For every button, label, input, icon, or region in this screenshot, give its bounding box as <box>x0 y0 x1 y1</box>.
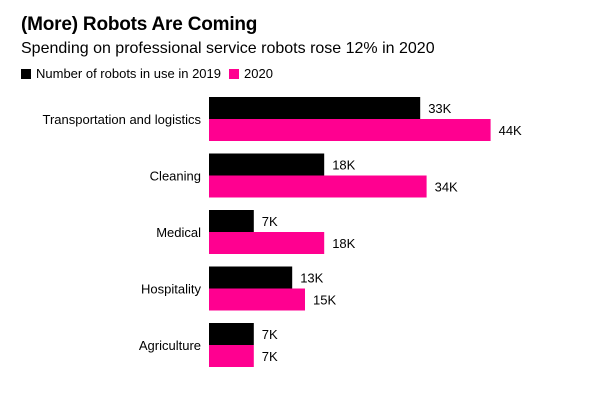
bar-agriculture-series-1 <box>209 345 254 367</box>
legend-item-2020: 2020 <box>229 66 273 81</box>
value-label-medical-series-0: 7K <box>262 214 278 229</box>
value-label-hospitality-series-0: 13K <box>300 271 323 286</box>
chart-subtitle: Spending on professional service robots … <box>21 40 435 57</box>
value-label-transportation-and-logistics-series-1: 44K <box>499 123 522 138</box>
bar-cleaning-series-0 <box>209 153 325 176</box>
bar-medical-series-0 <box>209 210 254 232</box>
bar-hospitality-series-1 <box>209 288 305 311</box>
value-label-agriculture-series-1: 7K <box>262 349 278 364</box>
value-label-cleaning-series-0: 18K <box>332 158 355 173</box>
legend-label-2020: 2020 <box>244 66 273 81</box>
legend-swatch-2019 <box>21 68 31 79</box>
value-label-cleaning-series-1: 34K <box>435 180 458 195</box>
value-label-medical-series-1: 18K <box>332 236 355 251</box>
category-label-hospitality: Hospitality <box>141 282 201 297</box>
value-label-transportation-and-logistics-series-0: 33K <box>428 101 451 116</box>
legend: Number of robots in use in 2019 2020 <box>21 66 281 81</box>
category-label-transportation-and-logistics: Transportation and logistics <box>43 112 202 127</box>
bar-transportation-and-logistics-series-1 <box>209 119 491 141</box>
value-label-hospitality-series-1: 15K <box>313 293 336 308</box>
bar-transportation-and-logistics-series-0 <box>209 97 421 119</box>
legend-label-2019: Number of robots in use in 2019 <box>36 66 221 81</box>
value-label-agriculture-series-0: 7K <box>262 327 278 342</box>
category-label-cleaning: Cleaning <box>150 169 201 184</box>
bar-agriculture-series-0 <box>209 323 254 345</box>
category-label-agriculture: Agriculture <box>139 338 201 353</box>
bar-hospitality-series-0 <box>209 266 293 289</box>
category-label-medical: Medical <box>156 225 201 240</box>
legend-swatch-2020 <box>229 68 239 79</box>
chart-title: (More) Robots Are Coming <box>21 14 258 35</box>
legend-item-2019: Number of robots in use in 2019 <box>21 66 221 81</box>
bar-cleaning-series-1 <box>209 175 427 198</box>
bar-medical-series-1 <box>209 232 325 254</box>
